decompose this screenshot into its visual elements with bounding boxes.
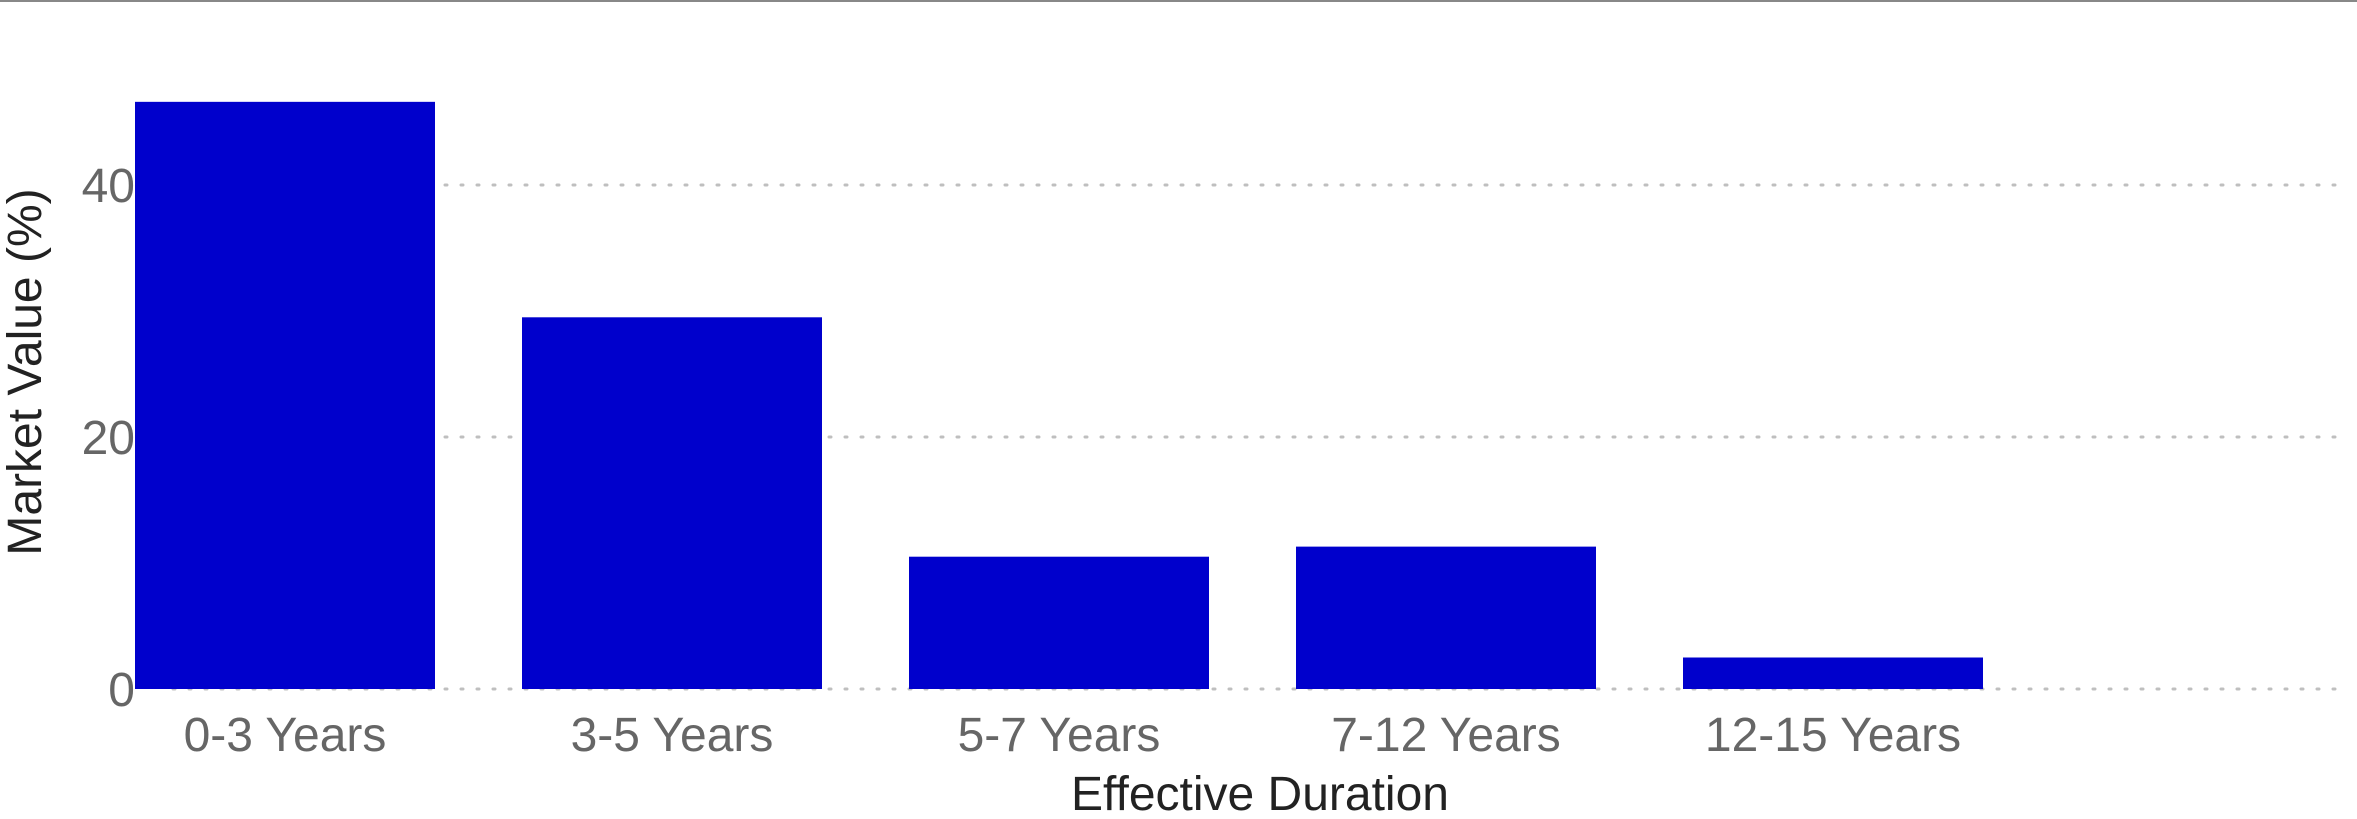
bar-12-15-years [1683,657,1983,689]
x-tick-label-3-5-years: 3-5 Years [571,709,774,762]
x-tick-label-12-15-years: 12-15 Years [1705,709,1961,762]
x-axis-title: Effective Duration [1071,768,1449,819]
x-tick-label-5-7-years: 5-7 Years [958,709,1161,762]
x-axis-ticks: 0-3 Years 3-5 Years 5-7 Years 7-12 Years 12-… [184,709,1962,762]
y-axis-title: Market Value (%) [0,188,52,555]
bar-0-3-years [135,101,435,690]
gridlines [171,183,2342,691]
x-tick-label-0-3-years: 0-3 Years [184,709,387,762]
bar-3-5-years [522,317,822,689]
y-axis-ticks: 0 20 40 [82,160,135,717]
y-tick-label-40: 40 [82,160,135,213]
bars [135,101,1983,690]
x-tick-label-7-12-years: 7-12 Years [1331,709,1561,762]
bar-5-7-years [909,556,1209,689]
y-tick-label-0: 0 [108,664,135,717]
top-border-line [0,0,2357,2]
bar-7-12-years [1296,546,1596,689]
y-tick-label-20: 20 [82,412,135,465]
